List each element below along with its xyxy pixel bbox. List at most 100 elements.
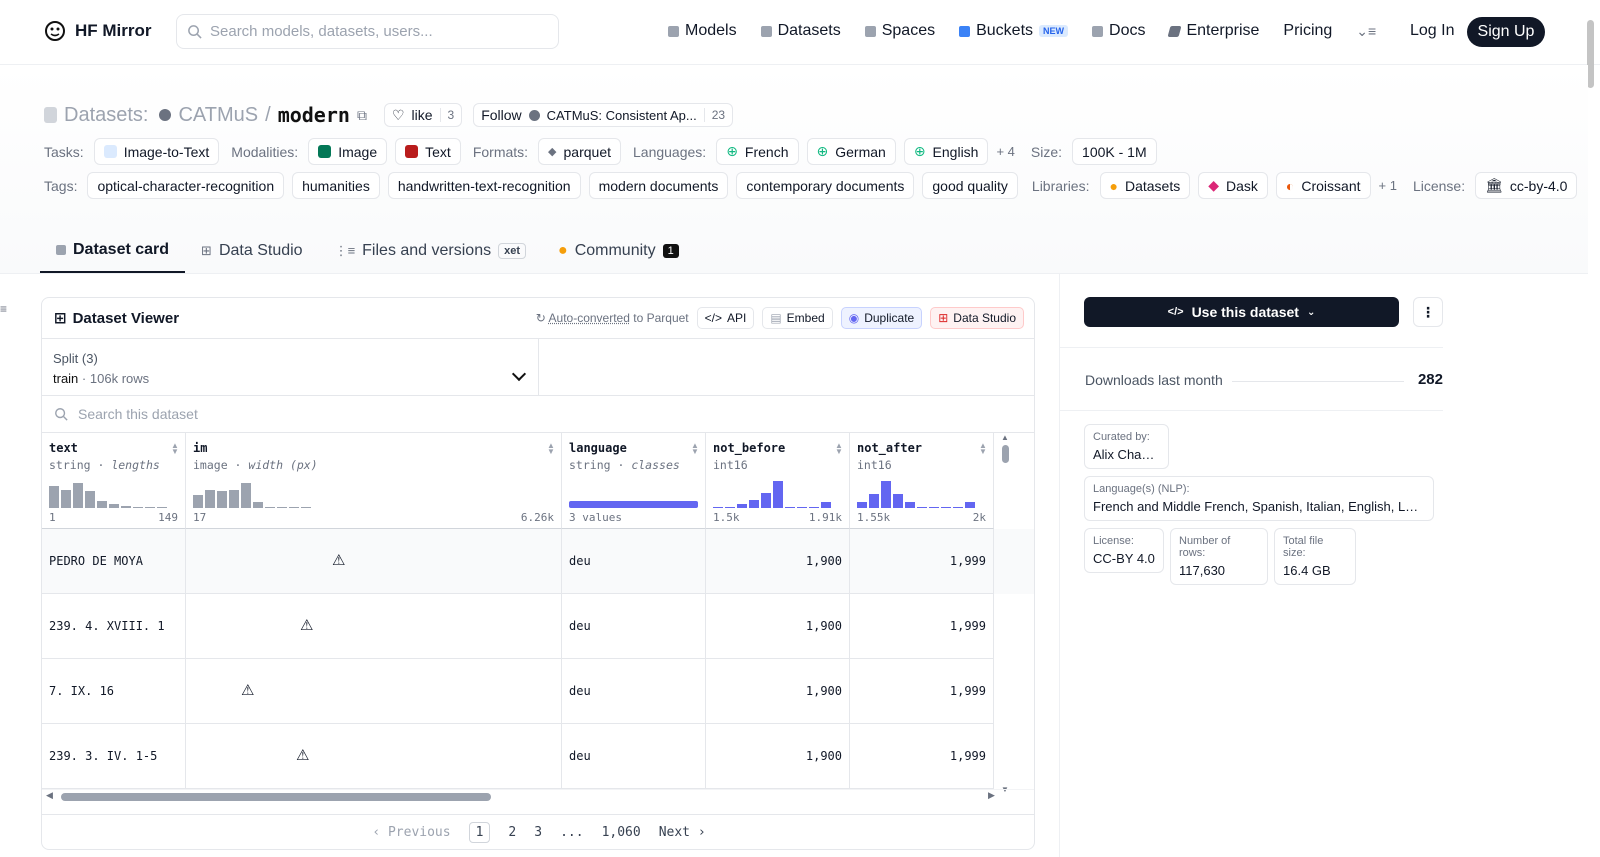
histogram-bar[interactable] xyxy=(869,494,879,508)
histogram-bar[interactable] xyxy=(217,491,227,508)
sort-icon[interactable]: ▲ ▼ xyxy=(547,441,555,456)
languages-more[interactable]: + 4 xyxy=(996,144,1015,159)
histogram-bar[interactable] xyxy=(953,507,963,508)
nav-enterprise[interactable]: Enterprise xyxy=(1167,22,1259,40)
previous-page[interactable]: ‹ Previous xyxy=(372,824,451,840)
follow-button[interactable]: Follow CATMuS: Consistent Ap... 23 xyxy=(473,103,734,127)
histogram-bar[interactable] xyxy=(121,506,131,508)
nav-buckets[interactable]: Buckets NEW xyxy=(959,22,1069,40)
tab-community[interactable]: ● Community 1 xyxy=(542,228,695,273)
tag-modality-image[interactable]: Image xyxy=(308,138,388,165)
page-3[interactable]: 3 xyxy=(534,824,543,840)
auto-converted-link[interactable]: Auto-converted xyxy=(548,311,630,325)
histogram-bar[interactable] xyxy=(905,502,915,508)
nav-models[interactable]: Models xyxy=(668,22,737,40)
tag-format[interactable]: ◆ parquet xyxy=(538,138,621,165)
table-cell-not_after[interactable]: 1,999 xyxy=(850,594,994,659)
table-cell-not_after[interactable]: 1,999 xyxy=(850,529,994,594)
sort-icon[interactable]: ▲ ▼ xyxy=(691,441,699,456)
tag-size[interactable]: 100K - 1M xyxy=(1072,138,1157,165)
scroll-left-icon[interactable]: ◀ xyxy=(46,790,53,800)
column-header-not_after[interactable]: not_after int16 ▲ ▼ 1.55k 2k xyxy=(850,433,994,529)
table-cell-language[interactable]: deu xyxy=(562,594,706,659)
histogram-bar[interactable] xyxy=(49,486,59,508)
sort-icon[interactable]: ▲ ▼ xyxy=(979,441,987,456)
table-row[interactable] xyxy=(42,529,1034,594)
histogram-bar[interactable] xyxy=(61,490,71,508)
tag-item[interactable]: contemporary documents xyxy=(736,172,915,199)
embed-button[interactable]: ▤ Embed xyxy=(762,307,833,329)
table-row[interactable] xyxy=(42,659,1034,724)
tag-item[interactable]: good quality xyxy=(922,172,1018,199)
nav-more-menu[interactable]: ⌄≡ xyxy=(1356,23,1376,40)
next-page[interactable]: Next › xyxy=(658,824,706,840)
column-header-language[interactable]: language string · classes ▲ ▼ 3 values xyxy=(562,433,706,529)
histogram-bar[interactable] xyxy=(797,507,807,508)
histogram-bar[interactable] xyxy=(85,491,95,508)
scroll-thumb[interactable] xyxy=(61,793,491,801)
tag-library-datasets[interactable]: ● Datasets xyxy=(1099,172,1191,199)
tag-library-dask[interactable]: ◆ Dask xyxy=(1198,172,1268,199)
histogram-bar[interactable] xyxy=(109,504,119,508)
page-1[interactable]: 1 xyxy=(468,821,491,843)
more-options-button[interactable]: ⋮ xyxy=(1413,297,1443,327)
table-cell-language[interactable]: deu xyxy=(562,659,706,724)
like-button[interactable]: ♡ like 3 xyxy=(383,103,463,127)
histogram-bar[interactable] xyxy=(917,507,927,508)
histogram-bar[interactable] xyxy=(929,507,939,508)
nav-pricing[interactable]: Pricing xyxy=(1283,22,1332,40)
table-cell-not_after[interactable]: 1,999 xyxy=(850,659,994,724)
histogram-bar[interactable] xyxy=(229,490,239,508)
table-cell-not_before[interactable]: 1,900 xyxy=(706,659,850,724)
column-header-im[interactable]: im image · width (px) ▲ ▼ 17 6.26k xyxy=(186,433,562,529)
tag-item[interactable]: optical-character-recognition xyxy=(87,172,285,199)
table-cell-text[interactable]: 7. IX. 16 xyxy=(42,659,186,724)
table-row[interactable] xyxy=(42,724,1034,789)
table-cell-text[interactable]: 239. 4. XVIII. 1 xyxy=(42,594,186,659)
histogram-bar[interactable] xyxy=(737,504,747,508)
table-cell-not_before[interactable]: 1,900 xyxy=(706,724,850,789)
table-cell-im[interactable] xyxy=(186,659,562,724)
histogram-bar[interactable] xyxy=(157,507,167,508)
sort-icon[interactable]: ▲ ▼ xyxy=(835,441,843,456)
tag-library-croissant[interactable]: ◐ Croissant xyxy=(1275,172,1371,199)
histogram-bar[interactable] xyxy=(761,493,771,508)
global-search[interactable] xyxy=(176,14,559,49)
histogram-bar[interactable] xyxy=(773,481,783,508)
table-cell-not_before[interactable]: 1,900 xyxy=(706,529,850,594)
histogram-bar[interactable] xyxy=(145,507,155,508)
histogram-bar[interactable] xyxy=(857,502,867,508)
histogram-bar[interactable] xyxy=(941,507,951,508)
table-cell-im[interactable] xyxy=(186,724,562,789)
dataset-search-input[interactable] xyxy=(78,406,678,422)
sort-icon[interactable]: ▲ ▼ xyxy=(171,441,179,456)
sidebar-toggle-icon[interactable]: ≡ xyxy=(0,302,8,316)
nav-datasets[interactable]: Datasets xyxy=(760,22,841,40)
histogram-bar[interactable] xyxy=(241,483,251,508)
libraries-more[interactable]: + 1 xyxy=(1378,178,1397,193)
repo-owner[interactable]: CATMuS xyxy=(178,103,259,126)
histogram-bar[interactable] xyxy=(809,507,819,508)
histogram-bar[interactable] xyxy=(277,507,287,508)
vertical-scrollbar[interactable]: ▲ ▼ xyxy=(1000,433,1010,794)
tag-item[interactable]: humanities xyxy=(292,172,380,199)
table-cell-language[interactable]: deu xyxy=(562,529,706,594)
page-2[interactable]: 2 xyxy=(508,824,517,840)
split-selector[interactable]: Split (3) train · 106k rows xyxy=(42,339,539,395)
table-cell-not_after[interactable]: 1,999 xyxy=(850,724,994,789)
nav-spaces[interactable]: Spaces xyxy=(864,22,935,40)
histogram-bar[interactable] xyxy=(97,501,107,508)
histogram-bar[interactable] xyxy=(265,507,275,508)
page-scrollbar[interactable] xyxy=(1587,20,1594,88)
histogram-bar[interactable] xyxy=(785,507,795,508)
histogram-bar[interactable] xyxy=(881,481,891,508)
data-studio-button[interactable]: ⊞ Data Studio xyxy=(930,307,1024,329)
histogram-bar[interactable] xyxy=(193,495,203,508)
tag-task[interactable]: Image-to-Text xyxy=(93,138,220,165)
histogram-bar[interactable] xyxy=(301,507,311,508)
table-cell-not_before[interactable]: 1,900 xyxy=(706,594,850,659)
column-header-not_before[interactable]: not_before int16 ▲ ▼ 1.5k 1.91k xyxy=(706,433,850,529)
column-header-text[interactable]: text string · lengths ▲ ▼ 1 149 xyxy=(42,433,186,529)
tag-item[interactable]: handwritten-text-recognition xyxy=(387,172,581,199)
table-cell-text[interactable]: 239. 3. IV. 1-5 xyxy=(42,724,186,789)
